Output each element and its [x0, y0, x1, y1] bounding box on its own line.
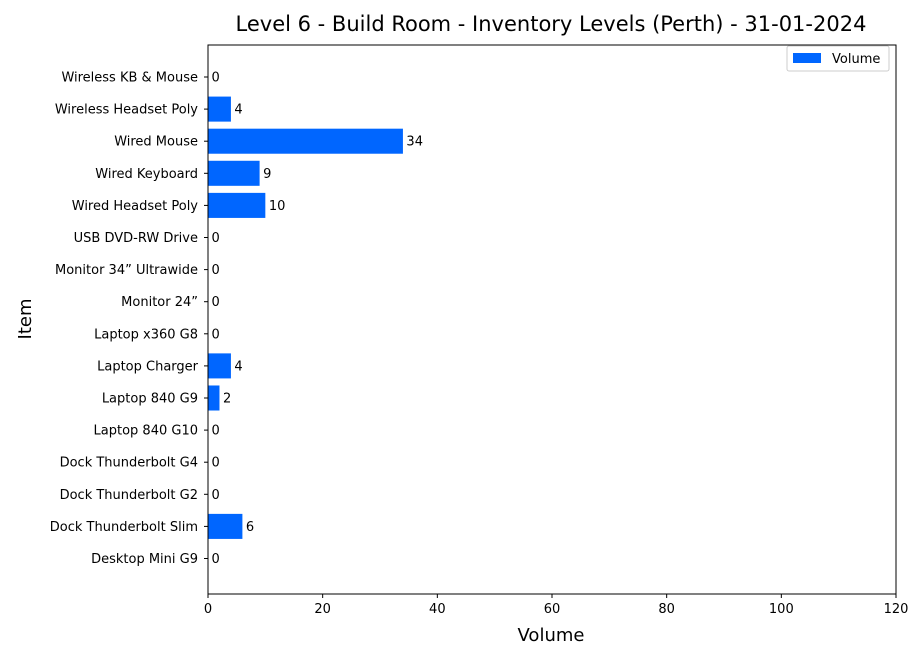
y-tick-label: Dock Thunderbolt G4 [60, 456, 198, 471]
data-label: 0 [212, 71, 220, 86]
data-label: 4 [234, 359, 242, 374]
data-label: 2 [223, 392, 231, 407]
x-tick-label: 20 [314, 602, 331, 617]
data-label: 0 [212, 231, 220, 246]
x-tick-label: 0 [204, 602, 212, 617]
x-tick-label: 40 [429, 602, 446, 617]
data-label: 4 [234, 103, 242, 118]
axes-frame [207, 44, 897, 595]
y-tick-label: Wired Keyboard [95, 167, 198, 182]
x-tick-label: 100 [769, 602, 794, 617]
x-tick-label: 80 [658, 602, 675, 617]
x-tick-label: 120 [884, 602, 909, 617]
y-tick-label: Dock Thunderbolt G2 [60, 488, 198, 503]
data-label: 0 [212, 327, 220, 342]
y-tick-label: Laptop 840 G10 [94, 424, 198, 439]
bar [208, 513, 243, 539]
legend-swatch [793, 53, 821, 63]
legend-label: Volume [832, 52, 880, 67]
y-tick-label: Wired Mouse [114, 135, 198, 150]
data-label: 10 [269, 199, 286, 214]
bar [208, 385, 220, 411]
y-tick-label: Wireless KB & Mouse [61, 71, 198, 86]
data-label: 9 [263, 167, 271, 182]
y-tick-label: Monitor 34” Ultrawide [55, 263, 198, 278]
data-label: 0 [212, 456, 220, 471]
data-label: 0 [212, 424, 220, 439]
bar [208, 96, 231, 122]
y-tick-label: Laptop 840 G9 [102, 392, 198, 407]
data-label: 0 [212, 488, 220, 503]
chart-title: Level 6 - Build Room - Inventory Levels … [236, 12, 867, 36]
x-tick-label: 60 [544, 602, 561, 617]
legend-frame [786, 45, 890, 72]
data-label: 34 [406, 135, 423, 150]
x-axis-label: Volume [518, 625, 585, 646]
y-tick-label: Desktop Mini G9 [91, 552, 198, 567]
y-tick-label: Monitor 24” [121, 295, 198, 310]
data-label: 0 [212, 263, 220, 278]
y-tick-label: USB DVD-RW Drive [74, 231, 198, 246]
bar [208, 192, 266, 218]
legend: Volume [786, 45, 890, 72]
y-axis-label: Item [15, 299, 36, 340]
data-label: 0 [212, 295, 220, 310]
y-tick-label: Dock Thunderbolt Slim [50, 520, 198, 535]
bar [208, 128, 403, 154]
data-label: 6 [246, 520, 254, 535]
y-tick-label: Laptop x360 G8 [94, 327, 198, 342]
data-label: 0 [212, 552, 220, 567]
y-tick-label: Wired Headset Poly [72, 199, 199, 214]
y-tick-label: Laptop Charger [97, 359, 199, 374]
bar [208, 160, 260, 186]
bar [208, 353, 231, 379]
y-tick-label: Wireless Headset Poly [55, 103, 198, 118]
